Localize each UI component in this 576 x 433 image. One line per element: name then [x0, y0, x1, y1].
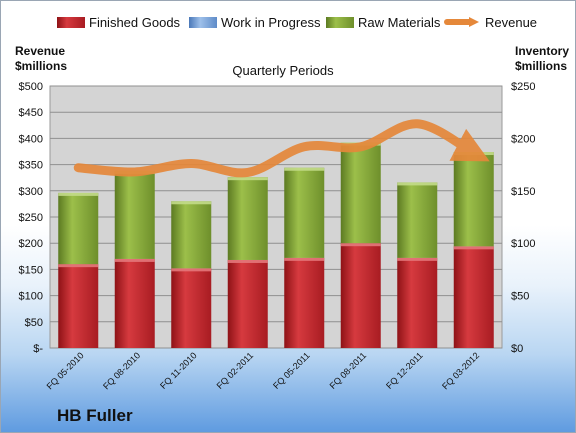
right-tick-label: $0	[511, 343, 523, 355]
right-axis-title-line2: $millions	[515, 59, 567, 73]
bar-finished-goods-cap	[227, 259, 268, 263]
category-labels: FQ 05-2010 FQ 08-2010 FQ 11-2010 FQ 02-2011…	[45, 350, 482, 391]
bar-raw-materials-cap	[284, 167, 325, 171]
bar-finished-goods-cap	[114, 258, 155, 262]
legend-label-raw-materials: Raw Materials	[358, 15, 441, 30]
bar-raw-materials-cap	[171, 201, 212, 205]
bar-raw-materials-cap	[227, 177, 268, 181]
left-tick-label: $500	[19, 81, 43, 93]
legend-label-revenue: Revenue	[485, 15, 537, 30]
category-label: FQ 08-2011	[328, 350, 369, 391]
plot-title: Quarterly Periods	[232, 63, 334, 78]
bar-finished-goods	[397, 257, 438, 348]
bar-raw-materials	[227, 177, 268, 260]
bar-finished-goods-cap	[171, 268, 212, 272]
category-label: FQ 03-2012	[440, 350, 481, 391]
bar-raw-materials	[397, 182, 438, 258]
left-tick-label: $400	[19, 133, 43, 145]
category-label: FQ 11-2010	[158, 350, 199, 391]
right-tick-label: $50	[511, 291, 529, 303]
legend-label-work-in-progress: Work in Progress	[221, 15, 321, 30]
bar-finished-goods-cap	[58, 264, 99, 268]
left-tick-label: $50	[25, 317, 43, 329]
left-tick-label: $300	[19, 186, 43, 198]
left-tick-label: $350	[19, 160, 43, 172]
category-label: FQ 08-2010	[101, 350, 142, 391]
legend-swatch-finished-goods	[57, 17, 85, 28]
bar-raw-materials	[284, 167, 325, 258]
company-name: HB Fuller	[57, 406, 133, 425]
right-tick-label: $100	[511, 238, 535, 250]
category-label: FQ 05-2010	[45, 350, 86, 391]
left-tick-label: $150	[19, 264, 43, 276]
category-label: FQ 02-2011	[215, 350, 256, 391]
category-label: FQ 12-2011	[384, 350, 425, 391]
bar-finished-goods	[284, 257, 325, 348]
right-tick-label: $150	[511, 186, 535, 198]
bar-finished-goods-cap	[340, 243, 381, 247]
bar-raw-materials	[171, 201, 212, 269]
bar-finished-goods	[227, 259, 268, 348]
left-tick-label: $250	[19, 212, 43, 224]
legend-swatch-raw-materials	[326, 17, 354, 28]
right-tick-label: $200	[511, 133, 535, 145]
left-tick-label: $450	[19, 107, 43, 119]
legend-swatch-work-in-progress	[189, 17, 217, 28]
bar-raw-materials-cap	[397, 182, 438, 186]
bar-finished-goods-cap	[453, 246, 494, 250]
left-tick-label: $-	[33, 343, 43, 355]
bar-finished-goods	[114, 258, 155, 348]
category-label: FQ 05-2011	[271, 350, 312, 391]
bar-finished-goods	[340, 243, 381, 348]
bars	[58, 142, 494, 348]
left-axis-ticks: $- $50 $100 $150 $200 $250 $300 $350 $400 $450 $50…	[19, 81, 44, 355]
legend-swatch-revenue-head	[469, 17, 479, 27]
left-axis-title-line1: Revenue	[15, 44, 65, 58]
revenue-series-line	[73, 119, 490, 178]
right-tick-label: $250	[511, 81, 535, 93]
bar-raw-materials	[453, 152, 494, 247]
legend-label-finished-goods: Finished Goods	[89, 15, 181, 30]
right-axis-ticks: $0 $50 $100 $150 $200 $250	[511, 81, 535, 355]
bar-finished-goods-cap	[284, 257, 325, 261]
bar-finished-goods	[453, 246, 494, 348]
right-axis-title-line1: Inventory	[515, 44, 569, 58]
bar-raw-materials	[114, 170, 155, 259]
bar-finished-goods-cap	[397, 257, 438, 261]
bar-raw-materials	[340, 142, 381, 244]
bar-finished-goods	[58, 264, 99, 348]
bar-raw-materials-cap	[58, 192, 99, 196]
bar-finished-goods	[171, 268, 212, 348]
left-tick-label: $100	[19, 291, 43, 303]
bar-raw-materials	[58, 192, 99, 265]
revenue-line	[73, 119, 490, 178]
legend: Finished Goods Work in Progress Raw Mate…	[57, 15, 537, 30]
left-axis-title-line2: $millions	[15, 59, 67, 73]
left-tick-label: $200	[19, 238, 43, 250]
